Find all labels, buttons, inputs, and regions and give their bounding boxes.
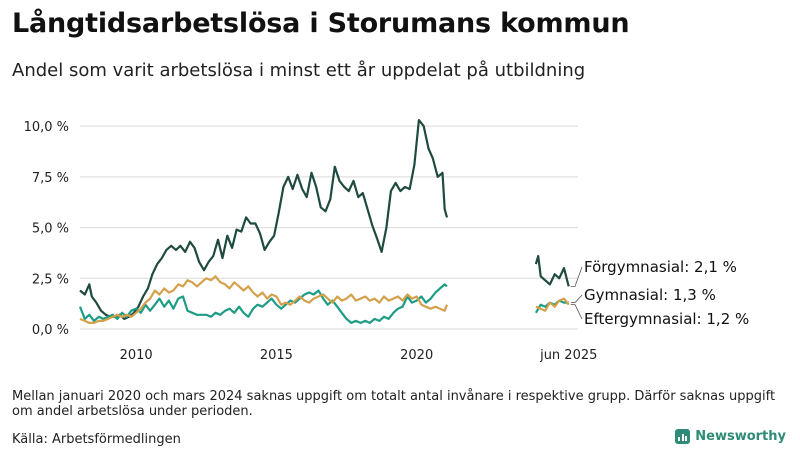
series-line-gymnasial bbox=[534, 299, 569, 314]
line-chart: 0,0 % 2,5 % 5,0 % 7,5 % 10,0 % 2010 2015 2020 ju… bbox=[24, 119, 749, 363]
x-tick-label: 2015 bbox=[260, 348, 293, 363]
end-label-leader bbox=[570, 304, 583, 320]
series-line-forgymnasial bbox=[79, 119, 449, 320]
chart-source: Källa: Arbetsförmedlingen bbox=[12, 432, 181, 447]
y-tick-label: 5,0 % bbox=[32, 222, 69, 237]
end-label-eftergymnasial: Eftergymnasial: 1,2 % bbox=[584, 310, 749, 328]
y-tick-label: 2,5 % bbox=[32, 272, 69, 287]
y-tick-label: 7,5 % bbox=[32, 171, 69, 186]
brand-logo: Newsworthy bbox=[675, 429, 786, 444]
x-tick-label: 2020 bbox=[400, 348, 433, 363]
series-line-eftergymnasial bbox=[535, 297, 570, 312]
chart-note: Mellan januari 2020 och mars 2024 saknas… bbox=[12, 389, 776, 419]
brand-name: Newsworthy bbox=[695, 429, 786, 444]
series-line-eftergymnasial bbox=[79, 275, 449, 324]
chart-subtitle: Andel som varit arbetslösa i minst ett å… bbox=[12, 60, 586, 81]
chart-title: Långtidsarbetslösa i Storumans kommun bbox=[12, 8, 630, 39]
x-tick-label: 2010 bbox=[120, 348, 153, 363]
end-label-gymnasial: Gymnasial: 1,3 % bbox=[584, 286, 716, 304]
y-tick-label: 10,0 % bbox=[24, 120, 69, 135]
end-label-forgymnasial: Förgymnasial: 2,1 % bbox=[584, 258, 737, 276]
end-label-leader bbox=[570, 294, 583, 304]
series-line-gymnasial bbox=[78, 283, 448, 324]
y-tick-label: 0,0 % bbox=[32, 323, 69, 338]
series-line-forgymnasial bbox=[534, 254, 570, 287]
end-label-leader bbox=[570, 266, 583, 287]
x-tick-label: jun 2025 bbox=[539, 348, 597, 363]
newsworthy-icon bbox=[675, 429, 691, 444]
